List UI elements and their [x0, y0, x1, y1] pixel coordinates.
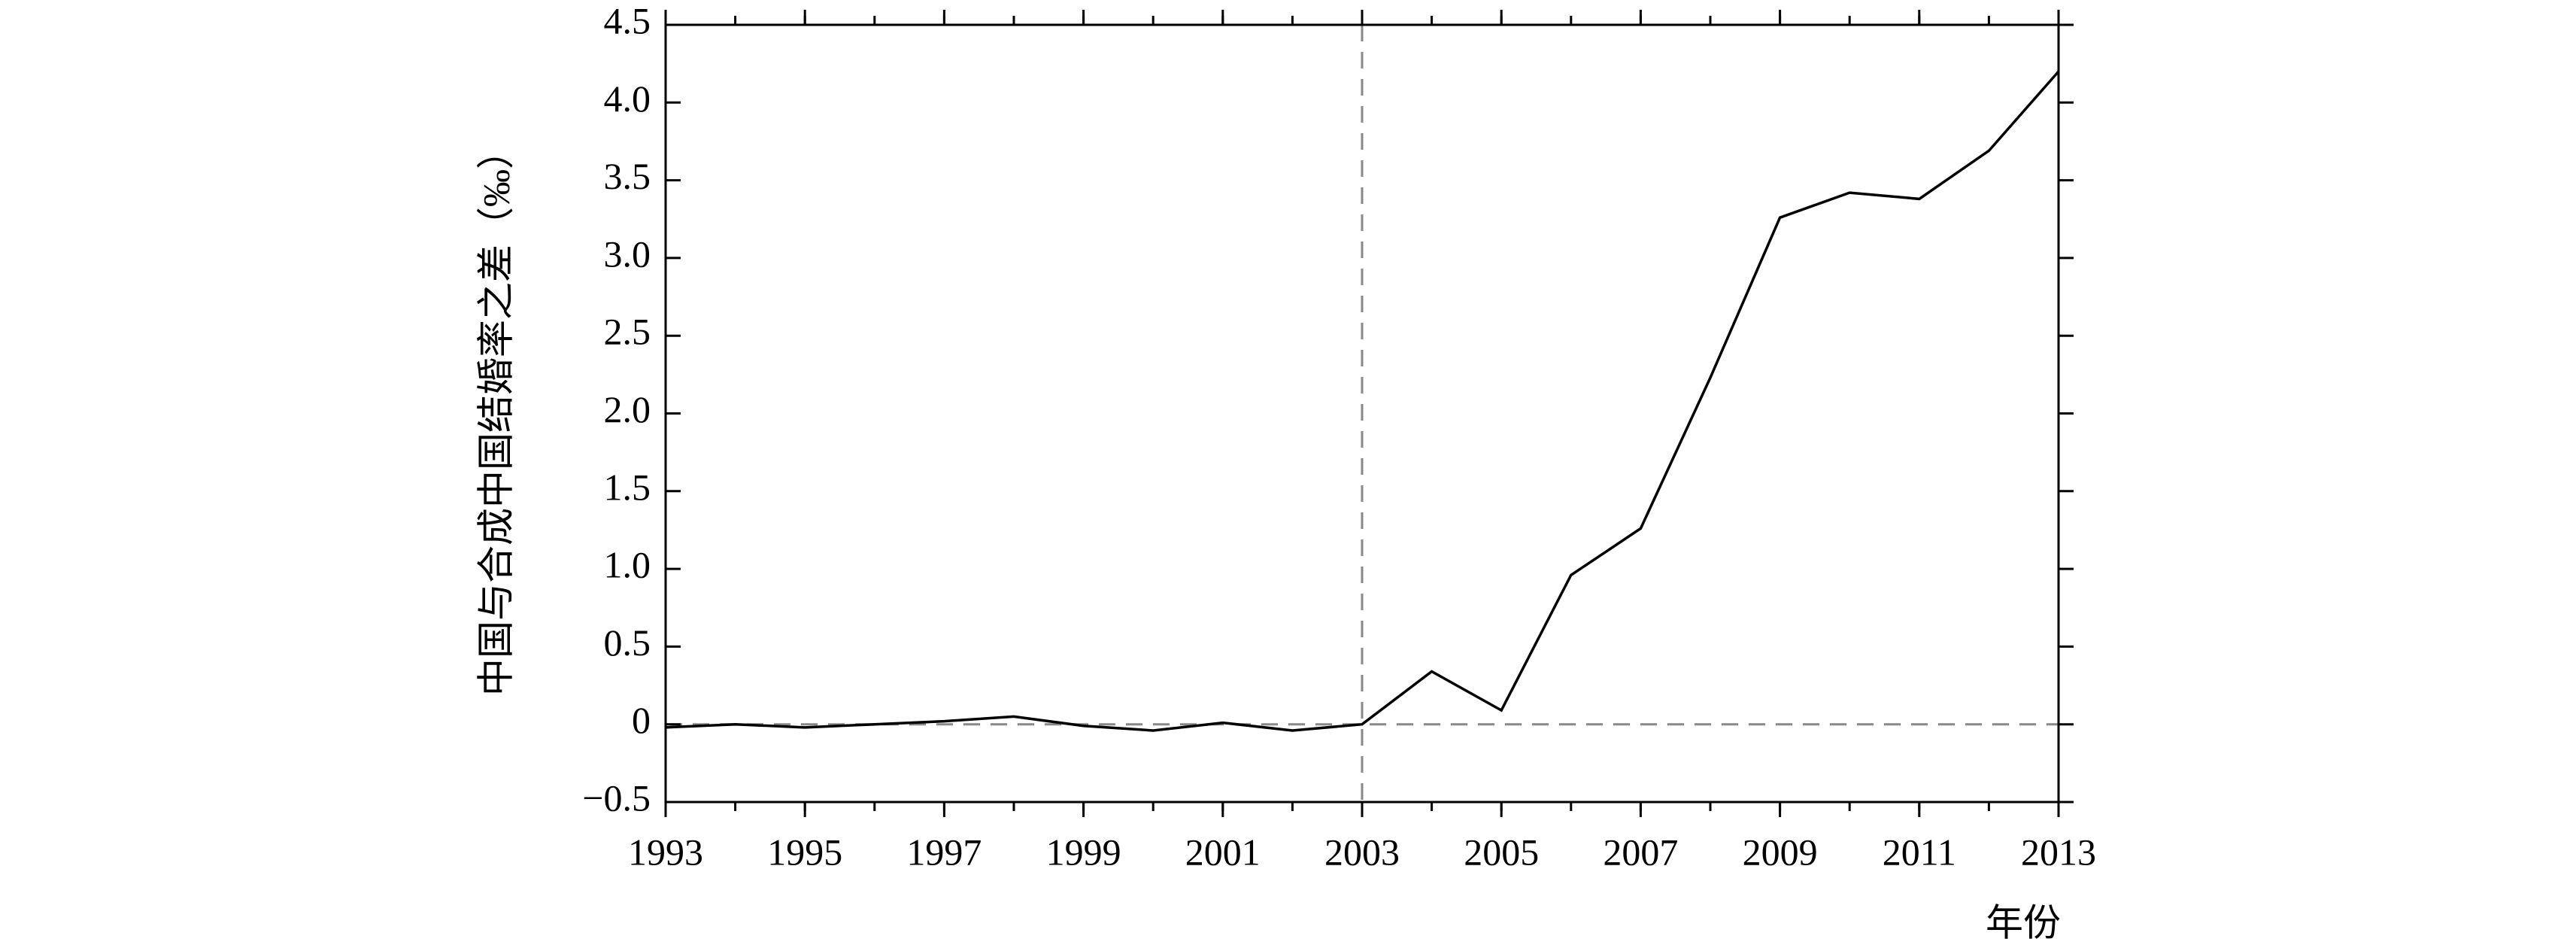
y-tick-label: 4.5 [604, 0, 651, 41]
x-tick-label: 2007 [1603, 831, 1678, 873]
y-axis-label: 中国与合成中国结婚率之差（‰） [475, 132, 517, 696]
x-tick-label: 2011 [1883, 831, 1956, 873]
y-tick-label: 3.0 [604, 232, 651, 275]
y-tick-label: 1.0 [604, 544, 651, 586]
y-tick-label: 2.5 [604, 311, 651, 353]
y-tick-label: 2.0 [604, 388, 651, 430]
x-tick-label: 1999 [1046, 831, 1121, 873]
x-tick-label: 2001 [1185, 831, 1261, 873]
y-tick-label: −0.5 [582, 776, 651, 819]
x-tick-label: 2005 [1464, 831, 1539, 873]
x-tick-label: 1997 [906, 831, 982, 873]
x-tick-label: 2003 [1324, 831, 1400, 873]
x-tick-label: 2013 [2021, 831, 2096, 873]
x-tick-label: 1993 [628, 831, 703, 873]
y-tick-label: 0.5 [604, 621, 651, 664]
y-tick-label: 1.5 [604, 466, 651, 508]
x-axis-label: 年份 [1986, 901, 2061, 943]
y-tick-label: 0 [632, 699, 651, 741]
y-tick-label: 3.5 [604, 155, 651, 197]
data-line [665, 70, 2060, 732]
y-tick-label: 4.0 [604, 77, 651, 120]
x-tick-label: 1995 [767, 831, 842, 873]
x-tick-label: 2009 [1743, 831, 1818, 873]
